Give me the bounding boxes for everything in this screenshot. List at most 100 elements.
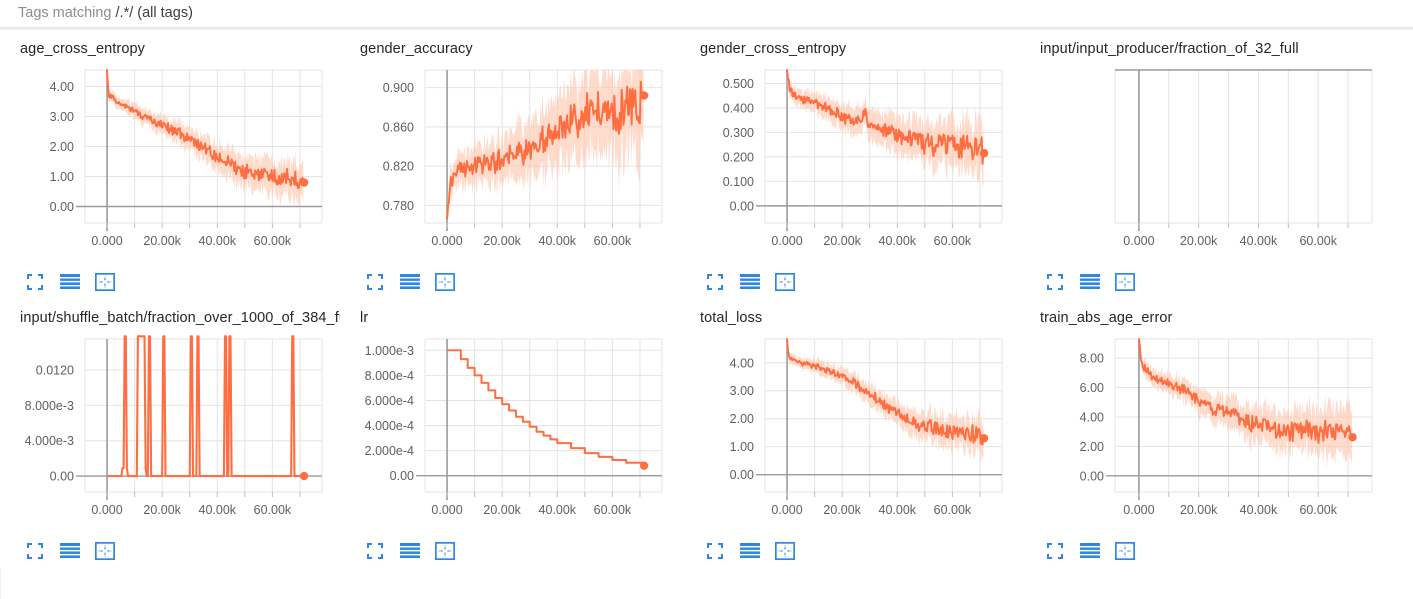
chart-plot[interactable]: 0.00 1.00 2.00 3.00 4.00 0.000 20.00k 40.00k 60.…: [0, 60, 340, 265]
svg-text:20.00k: 20.00k: [1180, 503, 1218, 517]
chart-toolbar: [0, 269, 340, 295]
svg-text:0.00: 0.00: [730, 468, 754, 482]
chart-toolbar: [680, 538, 1020, 564]
chart-toolbar: [1020, 538, 1413, 564]
expand-icon[interactable]: [364, 540, 386, 562]
chart-plot[interactable]: 0.00 4.000e-3 8.000e-3 0.0120 0.000 20.00k 40.…: [0, 329, 340, 534]
svg-text:0.400: 0.400: [723, 101, 754, 115]
svg-text:2.000e-4: 2.000e-4: [365, 444, 414, 458]
svg-text:0.00: 0.00: [730, 199, 754, 213]
fit-domain-icon[interactable]: [774, 271, 796, 293]
expand-icon[interactable]: [704, 540, 726, 562]
svg-text:0.820: 0.820: [383, 160, 414, 174]
fit-domain-icon[interactable]: [434, 540, 456, 562]
chart-plot[interactable]: 0.780 0.820 0.860 0.900 0.000 20.00k 40.00k 60.…: [340, 60, 680, 265]
svg-text:0.00: 0.00: [50, 470, 74, 484]
svg-text:0.500: 0.500: [723, 77, 754, 91]
chart-card: age_cross_entropy 0.00 1.00 2.00 3.00 4.00 0.0…: [0, 30, 340, 299]
svg-text:2.00: 2.00: [50, 140, 74, 154]
chart-toolbar: [0, 538, 340, 564]
chart-plot[interactable]: 0.00 2.00 4.00 6.00 8.00 0.000 20.00k 40.00k 60.…: [1020, 329, 1400, 534]
expand-icon[interactable]: [1044, 271, 1066, 293]
fit-domain-icon[interactable]: [774, 540, 796, 562]
data-table-icon[interactable]: [739, 540, 761, 562]
svg-text:4.000e-4: 4.000e-4: [365, 419, 414, 433]
svg-text:2.00: 2.00: [1080, 440, 1104, 454]
chart-card: gender_accuracy 0.780 0.820 0.860 0.900 0.000…: [340, 30, 680, 299]
svg-text:0.00: 0.00: [390, 469, 414, 483]
fit-domain-icon[interactable]: [1114, 540, 1136, 562]
chart-plot[interactable]: 0.000 20.00k 40.00k 60.00k: [1020, 60, 1400, 265]
data-table-icon[interactable]: [1079, 540, 1101, 562]
svg-text:0.000: 0.000: [431, 234, 462, 248]
chart-grid: age_cross_entropy 0.00 1.00 2.00 3.00 4.00 0.0…: [0, 30, 1413, 568]
svg-text:20.00k: 20.00k: [143, 503, 181, 517]
svg-text:2.00: 2.00: [730, 412, 754, 426]
svg-text:8.000e-4: 8.000e-4: [365, 369, 414, 383]
chart-card: gender_cross_entropy 0.00 0.100 0.200 0.300 0…: [680, 30, 1020, 299]
svg-text:0.000: 0.000: [771, 503, 802, 517]
svg-text:0.900: 0.900: [383, 81, 414, 95]
svg-text:3.00: 3.00: [730, 384, 754, 398]
svg-text:0.860: 0.860: [383, 120, 414, 134]
chart-title: input/input_producer/fraction_of_32_full: [1040, 41, 1299, 57]
svg-text:60.00k: 60.00k: [594, 503, 632, 517]
svg-text:20.00k: 20.00k: [823, 234, 861, 248]
tag-filter-regex: /.*/: [115, 5, 134, 21]
svg-text:60.00k: 60.00k: [1299, 234, 1337, 248]
svg-text:0.00: 0.00: [1080, 469, 1104, 483]
svg-text:0.0120: 0.0120: [36, 363, 74, 377]
data-table-icon[interactable]: [739, 271, 761, 293]
expand-icon[interactable]: [1044, 540, 1066, 562]
chart-toolbar: [340, 538, 680, 564]
svg-text:40.00k: 40.00k: [539, 503, 577, 517]
svg-text:8.00: 8.00: [1080, 352, 1104, 366]
svg-text:40.00k: 40.00k: [199, 503, 237, 517]
chart-card: input/shuffle_batch/fraction_over_1000_o…: [0, 299, 354, 568]
fit-domain-icon[interactable]: [94, 271, 116, 293]
fit-domain-icon[interactable]: [1114, 271, 1136, 293]
data-table-icon[interactable]: [399, 540, 421, 562]
svg-text:40.00k: 40.00k: [539, 234, 577, 248]
svg-text:4.00: 4.00: [1080, 410, 1104, 424]
chart-card: lr 0.00 2.000e-4 4.000e-4 6.000e-4 8.000e-4 1.…: [340, 299, 680, 568]
svg-text:4.00: 4.00: [50, 80, 74, 94]
chart-toolbar: [680, 269, 1020, 295]
svg-text:1.00: 1.00: [730, 440, 754, 454]
chart-title: input/shuffle_batch/fraction_over_1000_o…: [20, 310, 354, 326]
expand-icon[interactable]: [364, 271, 386, 293]
chart-card: total_loss 0.00 1.00 2.00 3.00 4.00 0.000 20.00…: [680, 299, 1020, 568]
chart-card: train_abs_age_error 0.00 2.00 4.00 6.00 8.00 0…: [1020, 299, 1413, 568]
fit-domain-icon[interactable]: [434, 271, 456, 293]
chart-plot[interactable]: 0.00 0.100 0.200 0.300 0.400 0.500 0.000 20.00k…: [680, 60, 1020, 265]
expand-icon[interactable]: [24, 271, 46, 293]
data-table-icon[interactable]: [59, 540, 81, 562]
svg-text:0.300: 0.300: [723, 126, 754, 140]
svg-text:40.00k: 40.00k: [199, 234, 237, 248]
svg-text:8.000e-3: 8.000e-3: [25, 399, 74, 413]
svg-text:40.00k: 40.00k: [1240, 503, 1278, 517]
chart-row-2: input/shuffle_batch/fraction_over_1000_o…: [0, 299, 1413, 568]
svg-text:0.000: 0.000: [1123, 234, 1154, 248]
svg-text:20.00k: 20.00k: [483, 234, 521, 248]
svg-text:20.00k: 20.00k: [483, 503, 521, 517]
svg-text:0.000: 0.000: [771, 234, 802, 248]
svg-text:60.00k: 60.00k: [934, 234, 972, 248]
expand-icon[interactable]: [24, 540, 46, 562]
chart-plot[interactable]: 0.00 1.00 2.00 3.00 4.00 0.000 20.00k 40.00k 60.…: [680, 329, 1020, 534]
data-table-icon[interactable]: [1079, 271, 1101, 293]
svg-text:6.000e-4: 6.000e-4: [365, 394, 414, 408]
chart-toolbar: [1020, 269, 1413, 295]
data-table-icon[interactable]: [59, 271, 81, 293]
svg-text:0.000: 0.000: [91, 234, 122, 248]
data-table-icon[interactable]: [399, 271, 421, 293]
fit-domain-icon[interactable]: [94, 540, 116, 562]
chart-plot[interactable]: 0.00 2.000e-4 4.000e-4 6.000e-4 8.000e-4 1.00…: [340, 329, 680, 534]
svg-text:0.780: 0.780: [383, 199, 414, 213]
svg-text:0.000: 0.000: [1123, 503, 1154, 517]
svg-text:0.00: 0.00: [50, 200, 74, 214]
svg-text:0.200: 0.200: [723, 150, 754, 164]
expand-icon[interactable]: [704, 271, 726, 293]
chart-title: gender_cross_entropy: [700, 41, 847, 57]
